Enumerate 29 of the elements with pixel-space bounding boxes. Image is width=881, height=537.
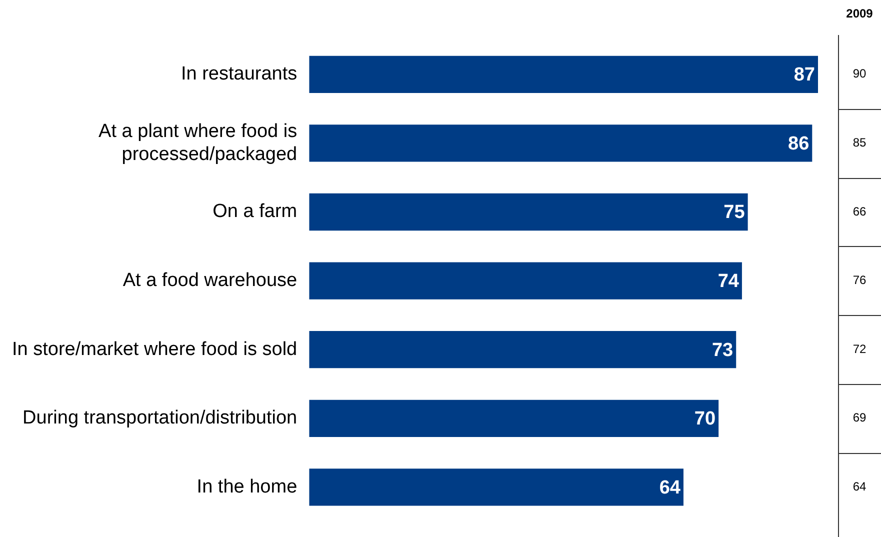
bar	[309, 262, 742, 300]
text: 69	[852, 410, 866, 425]
text: 90	[852, 66, 866, 81]
data-label: 73	[712, 340, 734, 361]
text: 64	[852, 480, 866, 494]
data-label: 86	[788, 133, 810, 154]
bar	[309, 400, 719, 437]
data-label: 64	[659, 477, 681, 498]
text: 66	[852, 204, 866, 218]
y-tick-label: In restaurants	[180, 64, 298, 85]
bar	[309, 193, 748, 231]
y-tick-label: At a food warehouse	[122, 270, 298, 292]
text: 72	[852, 342, 866, 356]
data-label: 75	[724, 202, 746, 224]
text: 85	[852, 136, 866, 150]
text: 2009	[846, 6, 874, 20]
bar	[309, 56, 818, 93]
bar	[309, 468, 684, 506]
y-tick-label: At a plant where food is processed/packaged	[98, 121, 298, 165]
bar	[309, 331, 736, 368]
y-tick-label: In store/market where food is sold	[12, 338, 298, 360]
data-label: 87	[794, 64, 815, 86]
text: 76	[852, 273, 866, 288]
y-tick-label: In the home	[196, 476, 298, 498]
data-label: 74	[718, 271, 740, 292]
y-tick-label: On a farm	[212, 201, 298, 222]
y-tick-label: During transportation/distribution	[22, 408, 298, 429]
bar	[309, 124, 812, 162]
data-label: 70	[694, 408, 716, 430]
